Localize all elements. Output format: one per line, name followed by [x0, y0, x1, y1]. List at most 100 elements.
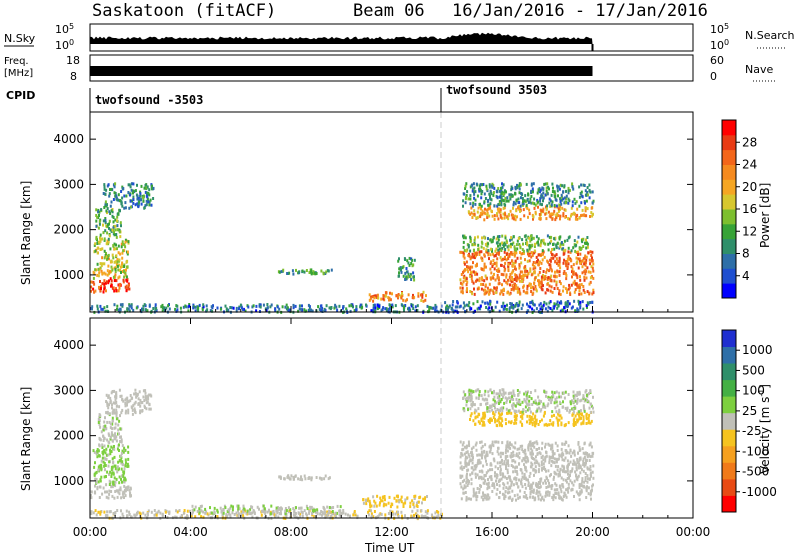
- velocity-y-axis: 1000 2000 3000 4000: [53, 338, 693, 488]
- data-patch: [442, 299, 594, 315]
- data-patch: [105, 388, 153, 416]
- data-patch: [462, 388, 595, 414]
- data-patch: [95, 207, 122, 242]
- x-tick-label: 00:00: [73, 525, 108, 539]
- colorbar-segment: [722, 478, 736, 496]
- x-tick-label: 12:00: [374, 525, 409, 539]
- nsky-label: N.Sky: [4, 32, 36, 45]
- data-patch: [459, 250, 595, 296]
- colorbar-tick-label: -500: [742, 465, 769, 479]
- colorbar-tick-label: -1000: [742, 485, 777, 499]
- nsky-trace: [90, 32, 593, 44]
- data-patch: [459, 440, 595, 502]
- colorbar-segment: [722, 283, 736, 299]
- velocity-panel: 1000 2000 3000 4000 Slant Range [km]: [19, 317, 694, 521]
- colorbar-segment: [722, 164, 736, 180]
- data-patch: [102, 182, 155, 210]
- colorbar-tick-label: -25: [742, 424, 762, 438]
- y-tick-label: 4000: [53, 132, 84, 146]
- data-patch: [462, 182, 595, 208]
- colorbar-tick-label: 8: [742, 247, 750, 261]
- colorbar-tick-label: 1000: [742, 343, 773, 357]
- freq-panel: Freq. [MHz] 18 8: [4, 54, 694, 83]
- cpid-segment-1: twofsound -3503: [95, 93, 203, 107]
- data-patch: [278, 474, 331, 482]
- cpid-label: CPID: [6, 89, 35, 102]
- colorbar-segment: [722, 149, 736, 165]
- data-patch: [90, 277, 131, 294]
- colorbar-tick-label: 28: [742, 135, 757, 149]
- colorbar-segment: [722, 495, 736, 513]
- station-title: Saskatoon (fitACF): [92, 1, 276, 21]
- colorbar-segment: [722, 253, 736, 269]
- colorbar-segment: [722, 363, 736, 381]
- data-patch: [368, 290, 427, 303]
- y-tick-label: 2000: [53, 429, 84, 443]
- data-patch: [92, 444, 130, 486]
- freq-trace: [90, 66, 593, 76]
- x-tick-label: 08:00: [274, 525, 309, 539]
- data-patch: [191, 504, 343, 516]
- nave-tick-low: 0: [710, 70, 717, 83]
- data-patch: [90, 483, 132, 500]
- nsky-tick-low: 100: [55, 38, 74, 52]
- nsky-panel: N.Sky 105 100: [4, 22, 694, 52]
- power-colorbar-label: Power [dB]: [758, 183, 772, 248]
- colorbar-segment: [722, 209, 736, 225]
- date-range: 16/Jan/2016 - 17/Jan/2016: [452, 1, 708, 21]
- beam-label: Beam 06: [353, 1, 425, 21]
- data-patch: [92, 238, 130, 280]
- power-colorbar: 4 8 12 16 20 24 28: [721, 119, 757, 299]
- x-tick-label: 16:00: [475, 525, 510, 539]
- nsearch-label: N.Search: [745, 29, 795, 42]
- freq-label: Freq.: [4, 56, 29, 67]
- colorbar-segment: [722, 445, 736, 463]
- y-tick-label: 3000: [53, 383, 84, 397]
- x-tick-label: 04:00: [173, 525, 208, 539]
- colorbar-segment: [722, 194, 736, 210]
- y-tick-label: 4000: [53, 338, 84, 352]
- power-y-axis: 1000 2000 3000 4000: [53, 132, 693, 282]
- colorbar-tick-label: 500: [742, 363, 765, 377]
- colorbar-frame: [721, 329, 737, 513]
- colorbar-tick-label: 20: [742, 180, 757, 194]
- data-patch: [462, 234, 589, 253]
- nsearch-tick-high: 105: [710, 22, 729, 36]
- power-panel: 1000 2000 3000 4000 Slant Range [km]: [19, 111, 694, 315]
- colorbar-segment: [722, 429, 736, 447]
- colorbar-tick-label: 12: [742, 224, 757, 238]
- colorbar-tick-label: 24: [742, 158, 757, 172]
- nave-label: Nave: [745, 63, 773, 76]
- power-ylabel: Slant Range [km]: [19, 181, 33, 285]
- velocity-ylabel: Slant Range [km]: [19, 387, 33, 491]
- colorbar-segment: [722, 412, 736, 430]
- nave-tick-high: 60: [710, 54, 724, 67]
- y-tick-label: 1000: [53, 474, 84, 488]
- colorbar-segment: [722, 346, 736, 364]
- data-patch: [97, 413, 124, 448]
- freq-tick-high: 18: [66, 54, 80, 67]
- colorbar-segment: [722, 134, 736, 151]
- colorbar-tick-label: 25: [742, 404, 757, 418]
- colorbar-segment: [722, 462, 736, 480]
- colorbar-tick-label: -100: [742, 444, 769, 458]
- colorbar-segment: [722, 223, 736, 240]
- colorbar-segment: [722, 379, 736, 397]
- y-tick-label: 1000: [53, 268, 84, 282]
- x-tick-label: 20:00: [575, 525, 610, 539]
- freq-unit: [MHz]: [4, 68, 33, 79]
- freq-tick-low: 8: [70, 70, 77, 83]
- y-tick-label: 2000: [53, 223, 84, 237]
- velocity-colorbar: 1000 500 100 25 -25 -100 -500 -1000: [721, 329, 777, 513]
- y-tick-label: 3000: [53, 177, 84, 191]
- velocity-patches: [90, 388, 595, 521]
- colorbar-tick-label: 16: [742, 202, 757, 216]
- data-patch: [362, 494, 428, 509]
- power-plot-frame: [90, 112, 693, 312]
- colorbar-segment: [722, 238, 736, 254]
- cpid-segment-2: twofsound 3503: [446, 83, 547, 97]
- x-tick-label: 00:00: [676, 525, 711, 539]
- colorbar-tick-label: 100: [742, 384, 765, 398]
- colorbar-segment: [722, 396, 736, 414]
